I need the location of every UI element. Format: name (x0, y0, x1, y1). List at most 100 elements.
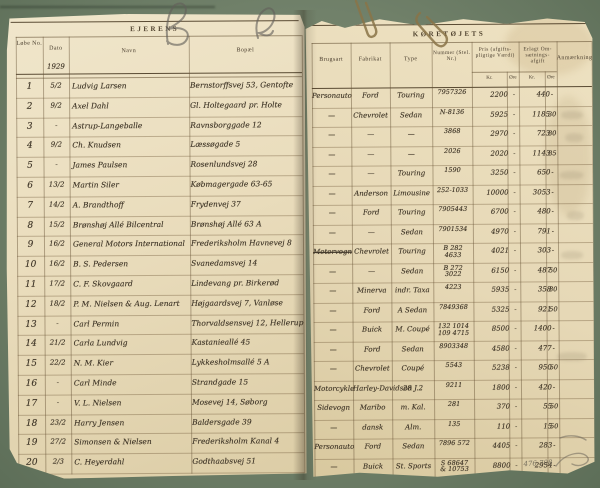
ledger-row: Motorcykle Harley-Davidson 28 J.2 9211 1800-… (314, 380, 594, 401)
cell-type: St. Sports (395, 461, 432, 470)
cell-name: Axel Dahl (72, 101, 109, 111)
cell-make: Chevrolet (353, 110, 388, 120)
ledger-row: Personauto Ford Sedan 7896 572 4405-283- (314, 438, 594, 459)
ledger-row: 19 27/2 Simonsen & Nielsen Frederiksholm Ka… (18, 433, 304, 455)
ledger-row: Personauto Ford Touring 7957326 2200-440- (312, 87, 592, 108)
ledger-row: 20 2/3 C. Heyerdahl Godthaabsvej 51 (18, 453, 304, 475)
cell-date: - (56, 378, 60, 387)
ink-smudge (559, 171, 583, 179)
cell-type: Touring (398, 208, 426, 217)
ledger-right-page: KØRETØJETS Brugsart Fabrikat Type Nummer… (304, 15, 596, 480)
cell-make: Harley-Davidson (352, 383, 413, 393)
cell-name: Harry Jensen (74, 417, 125, 428)
cell-date: - (55, 121, 58, 130)
ledger-row: — Chevrolet Coupé 5543 5238-950 50 (314, 360, 594, 381)
cell-use: — (330, 423, 338, 432)
cell-no: 16 (25, 378, 38, 389)
cell-make: — (367, 228, 375, 237)
cell-use: — (329, 267, 337, 276)
cell-make: Chevrolet (354, 247, 389, 256)
ledger-row: 11 17/2 C. F. Skovgaard Lindevang pr. Birke… (17, 275, 303, 297)
pencil-note: 476 708 (523, 458, 553, 469)
cell-type: Sedan (401, 344, 424, 353)
cell-price_kr: 6700 (490, 207, 509, 216)
cell-price_kr: 2020 (490, 149, 509, 158)
cell-price_kr: 5925 (490, 110, 509, 119)
cell-number: 2026 (444, 146, 461, 155)
cell-no: 9 (27, 240, 34, 251)
cell-date: 18/2 (49, 299, 66, 308)
cell-number: S 68647 & 10753 (440, 458, 469, 474)
right-page-rows: Personauto Ford Touring 7957326 2200-440- — Ch… (304, 15, 593, 17)
cell-make: Ford (362, 91, 379, 100)
cell-use: — (328, 150, 336, 159)
cell-number: 3868 (443, 126, 461, 136)
cell-make: Buick (362, 325, 383, 334)
cell-use: — (328, 130, 336, 139)
ledger-row: — — —3868 2970-723 80 (312, 126, 592, 147)
cell-price_kr: 4580 (491, 344, 510, 353)
cell-date: 13/2 (48, 180, 65, 189)
cell-number: 9211 (445, 380, 463, 389)
cell-use: Sidevogn (317, 403, 351, 412)
ledger-row: 10 16/2 B. S. Pedersen Svanedamsvej 14 (17, 255, 303, 277)
column-header-fabrikat: Fabrikat (358, 56, 382, 63)
cell-price_kr: 5935 (491, 285, 510, 294)
cell-number: 7849368 (438, 302, 468, 311)
ink-smudge (561, 111, 583, 119)
cell-date: 14/2 (48, 200, 65, 209)
grid-line (16, 72, 302, 75)
cell-number: B 272 3022 (443, 263, 463, 279)
cell-make: Chevrolet (354, 364, 390, 373)
cell-use: Personauto (314, 442, 355, 451)
cell-type: Alm. (405, 422, 422, 431)
ledger-row: — — —2026 2020-1143 85 (312, 146, 592, 167)
cell-number: 135 (447, 419, 461, 428)
left-page-title: EJERENS (130, 24, 180, 34)
cell-type: indr. Taxa (394, 286, 430, 295)
cell-price_kr: 370 (496, 402, 511, 411)
cell-use: Motorcykle (313, 384, 355, 393)
cell-no: 18 (25, 418, 38, 429)
cell-use: — (329, 345, 337, 354)
cell-price_kr: 6150 (491, 266, 510, 275)
cell-number: 7896 572 (438, 438, 470, 448)
ledger-row: 18 23/2 Harry Jensen Baldersgade 39 (18, 414, 304, 436)
ledger-row: — Buick St. Sports S 68647 & 10753 8800-2954… (314, 458, 594, 479)
cell-date: 15/2 (48, 220, 65, 229)
cell-use: — (329, 306, 337, 315)
column-header-anmaerkning: Anmærkning (556, 55, 593, 62)
cell-name: Simonsen & Nielsen (74, 437, 152, 447)
cell-no: 14 (25, 339, 37, 350)
cell-price_kr: 3250 (490, 168, 509, 177)
ledger-row: 8 15/2 Brønshøj Allé Bilcentral Brønshøj Al… (17, 216, 303, 238)
cell-number: 7901534 (438, 224, 468, 233)
cell-no: 2 (26, 101, 33, 112)
year-annotation: 1929 (46, 62, 65, 71)
ledger-row: — Ford A Sedan 7849368 5325-921 50 (313, 302, 593, 323)
cell-use: — (328, 208, 336, 217)
ink-smudge (567, 211, 584, 220)
ledger-row: — Ford Touring 7905443 6700-480- (313, 204, 593, 225)
unit-label-kr: Kr. (528, 75, 535, 81)
column-header-omsaetningsafgift: Erlagt Om- sætnings- afgift (523, 46, 552, 65)
cell-name: Brønshøj Allé Bilcentral (72, 219, 164, 230)
cell-number: N-8136 (439, 107, 465, 116)
cell-type: Touring (398, 247, 426, 256)
cell-date: 9/2 (50, 101, 62, 110)
ledger-row: — Buick M. Coupé 132 1014 109 4715 8500-1400… (314, 321, 594, 342)
cell-make: — (368, 267, 376, 276)
cell-no: 8 (27, 220, 34, 231)
cell-date: 9/2 (50, 140, 63, 150)
cell-no: 15 (25, 358, 37, 369)
cell-no: 5 (27, 160, 33, 171)
cell-date: 16/2 (49, 239, 65, 249)
cell-make: — (367, 150, 375, 159)
cell-name: V. L. Nielsen (73, 398, 122, 408)
cell-name: General Motors International (72, 239, 185, 249)
cell-date: 23/2 (50, 418, 66, 427)
cell-use: — (330, 462, 338, 471)
cell-price_kr: 110 (496, 422, 511, 431)
ledger-row: Motorvogn Chevrolet Touring B 282 4633 4021-… (313, 243, 593, 264)
